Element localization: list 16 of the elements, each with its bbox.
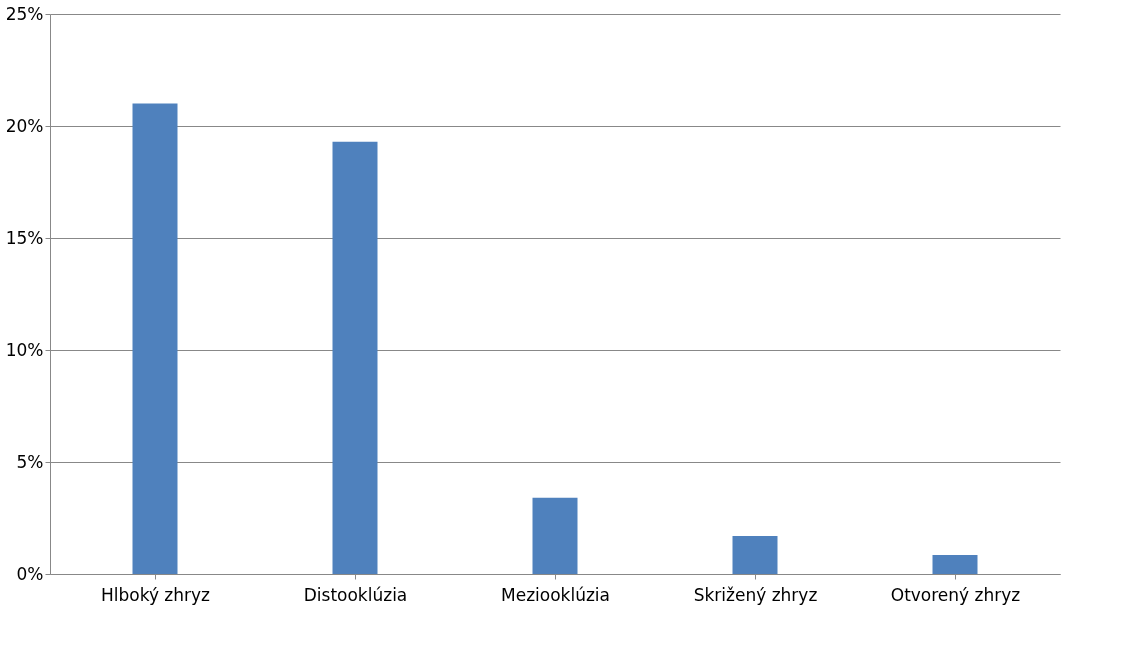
y-tick-label: 5%	[16, 451, 44, 472]
bar	[932, 554, 978, 574]
x-tick-label: Otvorený zhryz	[890, 584, 1021, 605]
y-tick-label: 25%	[5, 3, 44, 24]
y-tick-label: 15%	[5, 227, 44, 248]
bar	[532, 497, 578, 574]
x-tick-label: Distooklúzia	[303, 584, 408, 605]
y-tick-label: 20%	[5, 115, 44, 136]
bar	[132, 103, 178, 574]
bar	[332, 141, 378, 574]
y-tick-label: 0%	[16, 563, 44, 584]
y-tick-label: 10%	[5, 339, 44, 360]
bar	[732, 535, 778, 574]
x-tick-label: Meziooklúzia	[501, 584, 610, 605]
x-tick-label: Skrižený zhryz	[693, 584, 818, 605]
x-tick-label: Hlboký zhryz	[100, 584, 211, 605]
